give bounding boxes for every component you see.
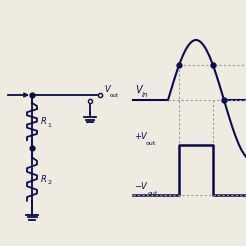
Text: R: R	[41, 117, 47, 126]
Text: out: out	[146, 141, 156, 146]
Text: out: out	[110, 93, 119, 98]
Text: V: V	[104, 85, 110, 94]
Text: +V: +V	[134, 132, 147, 141]
Text: V: V	[135, 85, 142, 95]
Text: out: out	[148, 191, 158, 196]
Text: R: R	[41, 174, 47, 184]
Text: 2: 2	[47, 181, 51, 185]
Text: −V: −V	[134, 182, 147, 191]
Text: in: in	[142, 92, 149, 98]
Text: 1: 1	[47, 123, 51, 128]
